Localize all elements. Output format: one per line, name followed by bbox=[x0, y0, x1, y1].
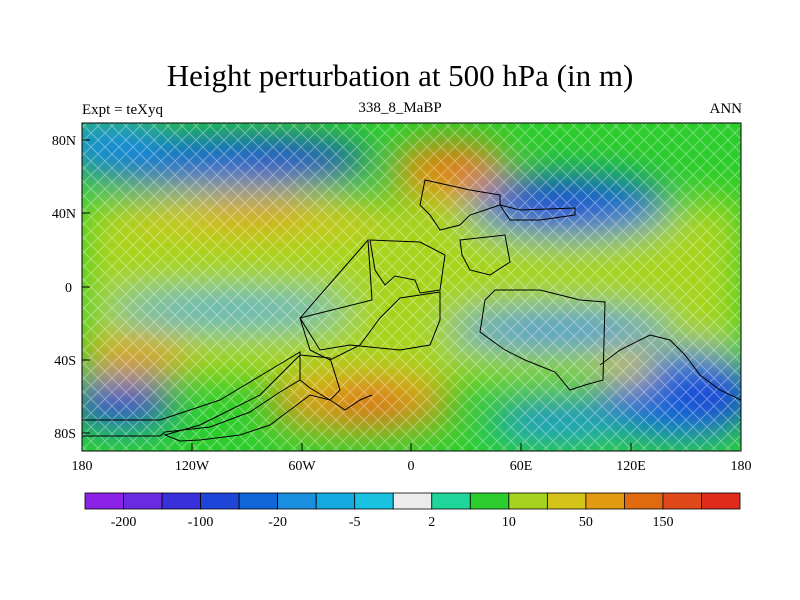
colorbar-swatch bbox=[624, 492, 664, 510]
coastline-eurasia-africa bbox=[419, 179, 501, 231]
colorbar-swatch bbox=[392, 492, 433, 510]
colorbar-label: 10 bbox=[502, 515, 516, 530]
colorbar-swatch bbox=[123, 492, 163, 510]
coastline-europe bbox=[459, 234, 511, 276]
colorbar-label: -100 bbox=[188, 515, 214, 530]
coastline-australia bbox=[479, 289, 606, 391]
lon-label-180w: 180 bbox=[72, 459, 93, 474]
hatch-overlay bbox=[82, 123, 741, 451]
season-label: ANN bbox=[709, 101, 743, 117]
colorbar-label: 150 bbox=[652, 515, 673, 530]
colorbar-label: -5 bbox=[349, 515, 361, 530]
colorbar-label: 50 bbox=[579, 515, 593, 530]
coastline-antarctica-east bbox=[599, 334, 741, 401]
coastline-middle-east bbox=[369, 239, 446, 294]
colorbar-swatch bbox=[200, 492, 240, 510]
lat-axis: 80N 40N 0 40S 80S bbox=[52, 134, 90, 442]
colorbar-label: -200 bbox=[111, 515, 137, 530]
coastline-africa bbox=[299, 238, 441, 361]
coastline-asia bbox=[498, 204, 576, 221]
colorbar-label: 2 bbox=[428, 515, 435, 530]
lon-label-120e: 120E bbox=[616, 459, 646, 474]
lon-axis: 180 120W 60W 0 60E 120E 180 bbox=[72, 443, 752, 474]
colorbar-swatch bbox=[277, 492, 317, 510]
colorbar-swatch bbox=[315, 492, 356, 510]
lat-label-80n: 80N bbox=[52, 134, 76, 149]
colorbar-swatch bbox=[238, 492, 279, 510]
colorbar-label: -20 bbox=[268, 515, 287, 530]
coastline-antarctic-peninsula bbox=[299, 379, 373, 411]
colorbar-swatch bbox=[701, 492, 741, 510]
colorbar-swatch bbox=[161, 492, 201, 510]
field-layer bbox=[82, 123, 741, 451]
lat-label-40n: 40N bbox=[52, 207, 76, 222]
colorbar-swatch bbox=[585, 492, 625, 510]
lat-label-80s: 80S bbox=[54, 427, 76, 442]
colorbar-swatch bbox=[662, 492, 702, 510]
map-title: Height perturbation at 500 hPa (in m) bbox=[166, 58, 634, 93]
coastline-south-america bbox=[163, 354, 341, 442]
colorbar-swatch bbox=[84, 492, 124, 510]
lon-label-180e: 180 bbox=[731, 459, 752, 474]
colorbar-swatch bbox=[469, 492, 510, 510]
colorbar-swatch bbox=[546, 492, 587, 510]
experiment-label: Expt = teXyq bbox=[82, 102, 163, 118]
lon-label-0: 0 bbox=[408, 459, 415, 474]
coastlines bbox=[82, 179, 741, 442]
colorbar-swatch bbox=[508, 492, 548, 510]
lon-label-60e: 60E bbox=[510, 459, 533, 474]
colorbar-swatch bbox=[354, 492, 394, 510]
lon-label-120w: 120W bbox=[175, 459, 210, 474]
lat-label-40s: 40S bbox=[54, 354, 76, 369]
colorbar: -200 -100 -20 -5 2 10 50 150 bbox=[84, 492, 741, 530]
case-label: 338_8_MaBP bbox=[358, 100, 442, 116]
lat-label-0: 0 bbox=[65, 281, 72, 296]
colorbar-swatch bbox=[431, 492, 471, 510]
lon-label-60w: 60W bbox=[288, 459, 316, 474]
